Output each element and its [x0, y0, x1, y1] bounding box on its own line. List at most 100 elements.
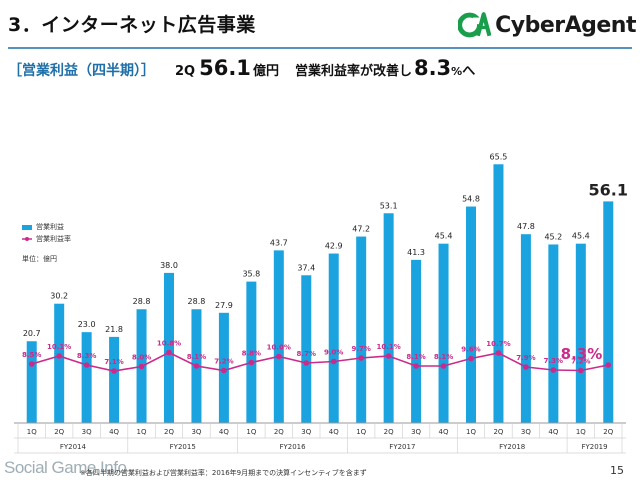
margin-series-line	[31, 351, 609, 372]
x-tick-label: 3Q	[301, 428, 311, 436]
margin-point	[578, 367, 584, 374]
margin-point	[495, 350, 502, 356]
bar-value-label: 20.7	[23, 329, 41, 338]
margin-value-label: 10.1%	[47, 343, 71, 351]
bar-2Q-21	[603, 201, 614, 423]
brand-name: CyberAgent	[495, 12, 636, 38]
bar-1Q-16	[466, 206, 476, 423]
chart-legend: 営業利益 営業利益率	[22, 221, 71, 245]
x-tick-label: 2Q	[603, 428, 613, 436]
x-tick-label: 2Q	[384, 428, 394, 436]
x-tick-label: 1Q	[27, 428, 37, 436]
x-tick-label: 2Q	[274, 428, 284, 436]
margin-value-label: 8.1%	[406, 353, 425, 361]
bar-3Q-14	[411, 259, 422, 423]
margin-point	[56, 353, 62, 359]
legend-item-profit: 営業利益	[22, 221, 71, 233]
bar-1Q-12	[356, 236, 367, 423]
x-tick-label: 4Q	[439, 428, 449, 436]
margin-value-label: 8.3%	[77, 352, 96, 360]
margin-point	[166, 349, 172, 356]
margin-value-label: 8.1%	[187, 353, 206, 361]
margin-point	[413, 363, 419, 369]
bar-value-label: 47.8	[517, 222, 535, 231]
bar-value-label: 45.4	[572, 232, 590, 241]
margin-unit: %	[451, 65, 463, 78]
bar-1Q-8	[246, 281, 257, 423]
bar-value-label: 45.4	[435, 232, 453, 241]
margin-point	[303, 360, 310, 366]
subheading: ［営業利益（四半期）］ 2Q 56.1 億円 営業利益率が改善し 8.3 % へ	[8, 56, 475, 80]
x-tick-label: 2Q	[164, 428, 174, 436]
margin-label: 営業利益率が改善し	[294, 64, 412, 79]
cyberagent-logo: CyberAgent	[458, 8, 636, 42]
bar-value-label: 23.0	[78, 320, 96, 329]
bar-value-label: 42.9	[325, 242, 343, 251]
x-tick-label: 4Q	[109, 428, 119, 436]
fiscal-year-label: FY2016	[279, 443, 306, 451]
bar-2Q-9	[273, 250, 284, 423]
bar-3Q-18	[520, 234, 531, 423]
bar-value-label: 27.9	[215, 301, 233, 310]
margin-value-label: 8.0%	[132, 354, 151, 362]
margin-point	[28, 361, 35, 367]
margin-point	[385, 353, 392, 359]
margin-value-label: 10.0%	[267, 344, 291, 352]
margin-value-label: 8.7%	[297, 350, 316, 358]
x-tick-label: 3Q	[411, 428, 421, 436]
margin-point	[550, 367, 557, 373]
margin-value-label: 7.1%	[104, 358, 123, 366]
legend-line-swatch	[22, 237, 32, 241]
x-tick-label: 4Q	[219, 428, 229, 436]
bar-value-label: 37.4	[297, 263, 315, 272]
bar-1Q-0	[26, 341, 37, 423]
margin-point	[330, 358, 337, 365]
legend-label-margin: 営業利益率	[36, 235, 71, 243]
margin-value-label: 10.1%	[376, 343, 400, 351]
bar-4Q-19	[548, 244, 559, 423]
bar-3Q-10	[301, 275, 312, 423]
bar-value-label: 47.2	[352, 225, 370, 234]
margin-point	[221, 367, 227, 374]
bar-value-label: 28.8	[133, 297, 151, 306]
legend-bar-swatch	[22, 224, 32, 230]
bar-2Q-1	[54, 303, 65, 423]
x-tick-label: 1Q	[356, 428, 366, 436]
bar-4Q-3	[109, 336, 120, 423]
bar-value-label: 65.5	[490, 152, 508, 161]
bar-value-label: 38.0	[160, 261, 178, 270]
x-tick-label: 3Q	[82, 428, 92, 436]
margin-value-label: 10.8%	[157, 340, 181, 348]
x-tick-label: 4Q	[329, 428, 339, 436]
margin-value-label: 8.5%	[22, 351, 41, 359]
margin-value-label: 7.2%	[571, 358, 590, 366]
fiscal-year-label: FY2014	[60, 443, 87, 451]
bar-value-label: 45.2	[544, 232, 562, 241]
legend-label-profit: 営業利益	[36, 223, 64, 231]
bar-value-label: 53.1	[380, 201, 398, 210]
unit-label: 単位：億円	[22, 255, 57, 263]
x-tick-label: 4Q	[548, 428, 558, 436]
bar-value-label: 54.8	[462, 195, 480, 204]
margin-point	[358, 355, 364, 361]
profit-unit: 億円	[252, 64, 279, 79]
bar-value-label: 35.8	[242, 270, 260, 279]
page-number: 15	[610, 464, 624, 477]
profit-value: 56.1	[199, 56, 251, 80]
margin-value-label: 9.6%	[461, 346, 480, 354]
margin-point	[523, 364, 529, 370]
bar-value-label: 43.7	[270, 238, 288, 247]
bar-2Q-5	[164, 272, 174, 423]
x-tick-label: 1Q	[466, 428, 476, 436]
bar-2Q-17	[493, 164, 504, 423]
x-tick-label: 2Q	[54, 428, 64, 436]
margin-point	[138, 363, 145, 370]
margin-value-label: 8.3%	[561, 345, 603, 363]
margin-point	[440, 363, 447, 369]
bar-value-label: 30.2	[50, 292, 68, 301]
fiscal-year-label: FY2019	[581, 443, 607, 451]
margin-point	[111, 368, 117, 374]
bar-value-label: 41.3	[407, 248, 425, 257]
x-tick-label: 1Q	[576, 428, 586, 436]
margin-value-label: 9.0%	[324, 349, 343, 357]
